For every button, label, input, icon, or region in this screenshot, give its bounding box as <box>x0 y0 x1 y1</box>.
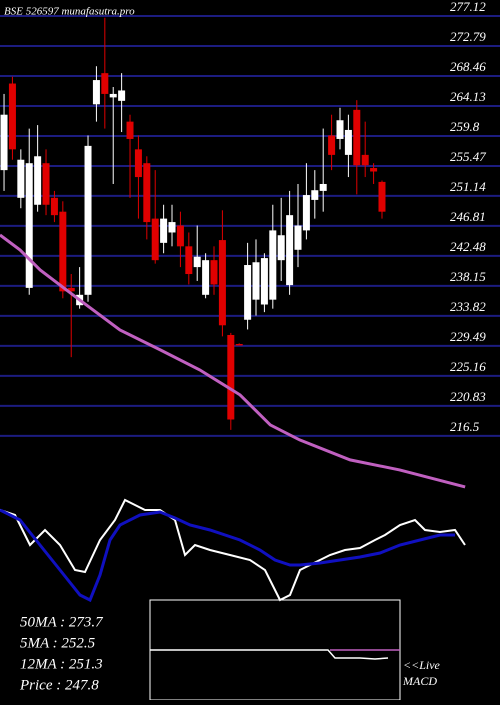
y-tick-label: 233.82 <box>450 299 486 314</box>
candle-body <box>235 343 243 346</box>
y-tick-label: 229.49 <box>450 329 486 344</box>
candle-body <box>277 235 285 261</box>
stat-text: 5MA : 252.5 <box>20 635 96 651</box>
candle-body <box>50 197 58 216</box>
candle-body <box>17 159 25 198</box>
candle-body <box>311 190 319 200</box>
y-tick-label: 272.79 <box>450 29 486 44</box>
indicator-line <box>0 508 455 603</box>
candle-body <box>269 230 277 300</box>
candle-body <box>185 246 193 275</box>
candle-body <box>244 265 252 320</box>
candle-body <box>59 211 67 292</box>
candle-body <box>92 80 100 105</box>
candle-body <box>34 156 42 205</box>
candle-body <box>336 120 344 139</box>
chart-title: BSE 526597 munafasutra.pro <box>4 6 135 18</box>
candle-body <box>25 163 33 288</box>
stat-text: 50MA : 273.7 <box>20 614 104 630</box>
y-tick-label: 216.5 <box>450 419 480 434</box>
candle-body <box>378 181 386 212</box>
candle-body <box>344 129 352 155</box>
candle-body <box>42 163 50 205</box>
candle-body <box>0 114 8 171</box>
candle-body <box>109 93 117 98</box>
candle-body <box>227 334 235 420</box>
macd-label: MACD <box>402 674 437 688</box>
y-tick-label: 220.83 <box>450 389 486 404</box>
candle-body <box>193 256 201 268</box>
candle-body <box>176 225 184 247</box>
candle-body <box>8 83 16 150</box>
candle-body <box>202 260 210 295</box>
y-tick-label: 259.8 <box>450 119 480 134</box>
candle-body <box>286 215 294 286</box>
y-tick-label: 264.13 <box>450 89 486 104</box>
candle-body <box>168 222 176 233</box>
candle-body <box>319 183 327 191</box>
macd-label: <<Live <box>403 658 441 672</box>
candle-body <box>252 262 260 300</box>
y-tick-label: 238.15 <box>450 269 486 284</box>
candle-body <box>370 168 378 172</box>
candle-body <box>84 145 92 295</box>
candle-body <box>294 225 302 250</box>
stat-text: 12MA : 251.3 <box>20 656 103 672</box>
candle-body <box>118 90 126 101</box>
y-tick-label: 225.16 <box>450 359 486 374</box>
candle-body <box>101 73 109 94</box>
candle-body <box>160 218 168 243</box>
candle-body <box>328 135 336 155</box>
candle-body <box>134 149 142 178</box>
candle-body <box>218 240 226 326</box>
y-tick-label: 251.14 <box>450 179 486 194</box>
candle-body <box>143 163 151 223</box>
y-tick-label: 255.47 <box>450 149 486 164</box>
stat-text: Price : 247.8 <box>19 677 99 693</box>
indicator-line <box>0 498 466 602</box>
macd-line <box>150 649 389 660</box>
candle-body <box>361 154 369 166</box>
y-tick-label: 242.48 <box>450 239 486 254</box>
y-tick-label: 268.46 <box>450 59 486 74</box>
moving-average-line <box>0 233 466 489</box>
candle-body <box>210 260 218 285</box>
candle-body <box>353 109 361 166</box>
candle-body <box>302 195 310 231</box>
y-tick-label: 246.81 <box>450 209 486 224</box>
candle-body <box>151 218 159 261</box>
candle-body <box>126 121 134 139</box>
candle-body <box>260 258 268 305</box>
candle-body <box>67 287 75 292</box>
y-tick-label: 277.12 <box>450 0 486 14</box>
